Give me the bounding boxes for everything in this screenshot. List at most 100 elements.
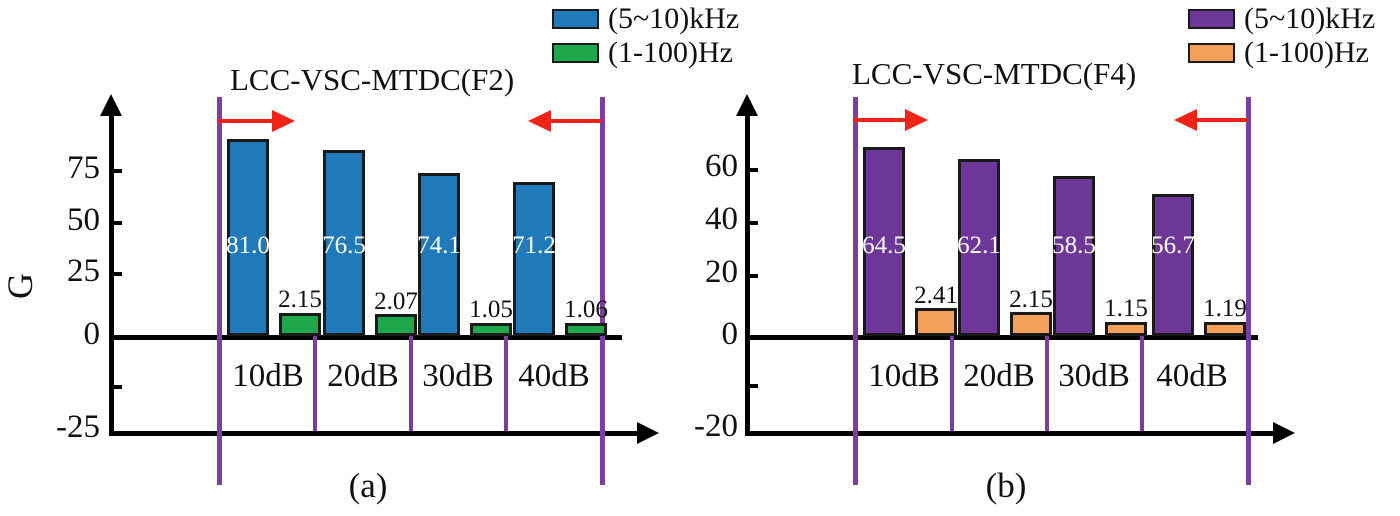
red-arrow-shaft-left-b (1187, 118, 1247, 122)
y-tick-mark-b-0 (745, 168, 758, 172)
category-label-b-3: 40dB (1156, 358, 1228, 394)
y-tick-mark-a-3 (109, 385, 122, 389)
x-axis-arrow-icon-a (637, 422, 659, 444)
category-label-a-0: 10dB (232, 358, 304, 394)
bar-series0-group2-b (1053, 176, 1095, 336)
legend-item-1: (1-100)Hz (1188, 36, 1375, 70)
y-tick-label-a-0: 75 (67, 150, 100, 186)
group-boundary-left-b (853, 97, 858, 485)
subcaption-b: (b) (985, 466, 1027, 505)
bar-series1-group0-b (915, 308, 957, 336)
group-divider-a-1 (313, 335, 317, 431)
category-label-b-0: 10dB (868, 358, 940, 394)
y-tick-label-b-2: 20 (705, 254, 738, 290)
bar-series0-group1-a (323, 150, 365, 336)
y-tick-mark-a-0 (109, 169, 122, 173)
x-axis-b (745, 431, 1275, 436)
bar-value-label-series1-group0-b: 2.41 (914, 282, 958, 309)
legend-swatch-icon-0 (1188, 9, 1235, 29)
bar-value-label-series1-group1-b: 2.15 (1009, 286, 1053, 313)
bar-series0-group3-b (1152, 194, 1194, 336)
group-divider-a-3 (504, 335, 508, 431)
group-divider-b-2 (1045, 335, 1049, 431)
legend-swatch-icon-0 (552, 9, 599, 29)
chart-panel-a: (5~10)kHz (1-100)Hz LCC-VSC-MTDC(F2) G 7… (0, 4, 739, 506)
y-tick-mark-b-2 (745, 274, 758, 278)
legend-swatch-icon-1 (552, 43, 599, 63)
red-arrow-head-left-a (528, 110, 551, 132)
bar-series1-group0-a (279, 313, 321, 336)
bar-value-label-series1-group3-a: 1.06 (564, 296, 608, 323)
red-arrow-shaft-right-b (854, 118, 910, 122)
chart-title-b: LCC-VSC-MTDC(F4) (852, 56, 1137, 91)
x-axis-a (109, 431, 639, 436)
subcaption-a: (a) (348, 466, 388, 505)
chart-panel-b: (5~10)kHz (1-100)Hz LCC-VSC-MTDC(F4) 60 … (694, 0, 1400, 516)
bar-value-label-series1-group1-a: 2.07 (374, 288, 418, 315)
bar-series0-group0-a (227, 139, 269, 336)
legend-label-0: (5~10)kHz (608, 2, 740, 35)
red-arrow-shaft-left-a (541, 119, 601, 123)
legend-a: (5~10)kHz (1-100)Hz (552, 2, 739, 70)
y-tick-label-a-3: 0 (83, 316, 101, 352)
zero-baseline-b (745, 335, 1258, 340)
y-tick-mark-b-3 (745, 384, 758, 388)
bar-value-label-series0-group3-a: 71.2 (512, 232, 556, 259)
legend-item-1: (1-100)Hz (552, 36, 739, 70)
y-tick-label-a-1: 50 (67, 202, 100, 238)
y-tick-label-b-0: 60 (705, 148, 738, 184)
legend-label-1: (1-100)Hz (608, 36, 733, 69)
category-label-a-2: 30dB (422, 358, 494, 394)
chart-title-a: LCC-VSC-MTDC(F2) (230, 62, 515, 97)
bar-value-label-series0-group3-b: 56.7 (1151, 232, 1195, 259)
bar-series1-group1-a (375, 314, 417, 336)
y-tick-mark-a-1 (109, 221, 122, 225)
group-boundary-left-a (217, 97, 222, 485)
red-arrow-shaft-right-a (218, 119, 278, 123)
legend-label-1: (1-100)Hz (1244, 36, 1369, 69)
category-label-b-2: 30dB (1058, 358, 1130, 394)
y-tick-label-b-4: -20 (694, 408, 738, 444)
bar-series0-group1-b (958, 159, 1000, 336)
y-axis-arrow-icon-b (736, 94, 758, 116)
bar-value-label-series0-group0-a: 81.0 (226, 232, 270, 259)
bar-series1-group3-a (565, 323, 607, 336)
y-tick-label-a-4: -25 (56, 409, 100, 445)
y-tick-mark-b-1 (745, 221, 758, 225)
legend-b: (5~10)kHz (1-100)Hz (1188, 2, 1375, 70)
group-divider-b-1 (950, 335, 954, 431)
bar-value-label-series1-group2-b: 1.15 (1104, 295, 1148, 322)
group-divider-a-2 (409, 335, 413, 431)
bar-value-label-series1-group2-a: 1.05 (469, 296, 513, 323)
bar-value-label-series0-group1-b: 62.1 (957, 232, 1001, 259)
bar-value-label-series1-group3-b: 1.19 (1203, 295, 1247, 322)
y-axis-arrow-icon-a (100, 94, 122, 116)
red-arrow-head-right-a (272, 110, 295, 132)
bar-series0-group3-a (513, 182, 555, 336)
bar-value-label-series0-group0-b: 64.5 (862, 232, 906, 259)
y-tick-label-a-2: 25 (67, 253, 100, 289)
category-label-a-3: 40dB (518, 358, 590, 394)
legend-item-0: (5~10)kHz (1188, 2, 1375, 36)
category-label-a-1: 20dB (327, 358, 399, 394)
bar-series0-group0-b (863, 147, 905, 336)
category-label-b-1: 20dB (963, 358, 1035, 394)
group-boundary-right-b (1246, 97, 1251, 485)
y-tick-label-b-1: 40 (705, 201, 738, 237)
group-boundary-right-a (600, 97, 605, 485)
bar-value-label-series0-group2-a: 74.1 (417, 232, 461, 259)
x-axis-arrow-icon-b (1273, 422, 1295, 444)
bar-value-label-series1-group0-a: 2.15 (278, 286, 322, 313)
group-divider-b-3 (1140, 335, 1144, 431)
red-arrow-head-right-b (905, 109, 928, 131)
y-tick-label-b-3: 0 (721, 316, 739, 352)
legend-swatch-icon-1 (1188, 43, 1235, 63)
bar-series1-group2-b (1105, 322, 1147, 336)
bar-series1-group1-b (1010, 312, 1052, 336)
legend-item-0: (5~10)kHz (552, 2, 739, 36)
red-arrow-head-left-b (1174, 109, 1197, 131)
bar-series0-group2-a (418, 173, 460, 336)
bar-value-label-series0-group2-b: 58.5 (1052, 232, 1096, 259)
legend-label-0: (5~10)kHz (1244, 2, 1376, 35)
